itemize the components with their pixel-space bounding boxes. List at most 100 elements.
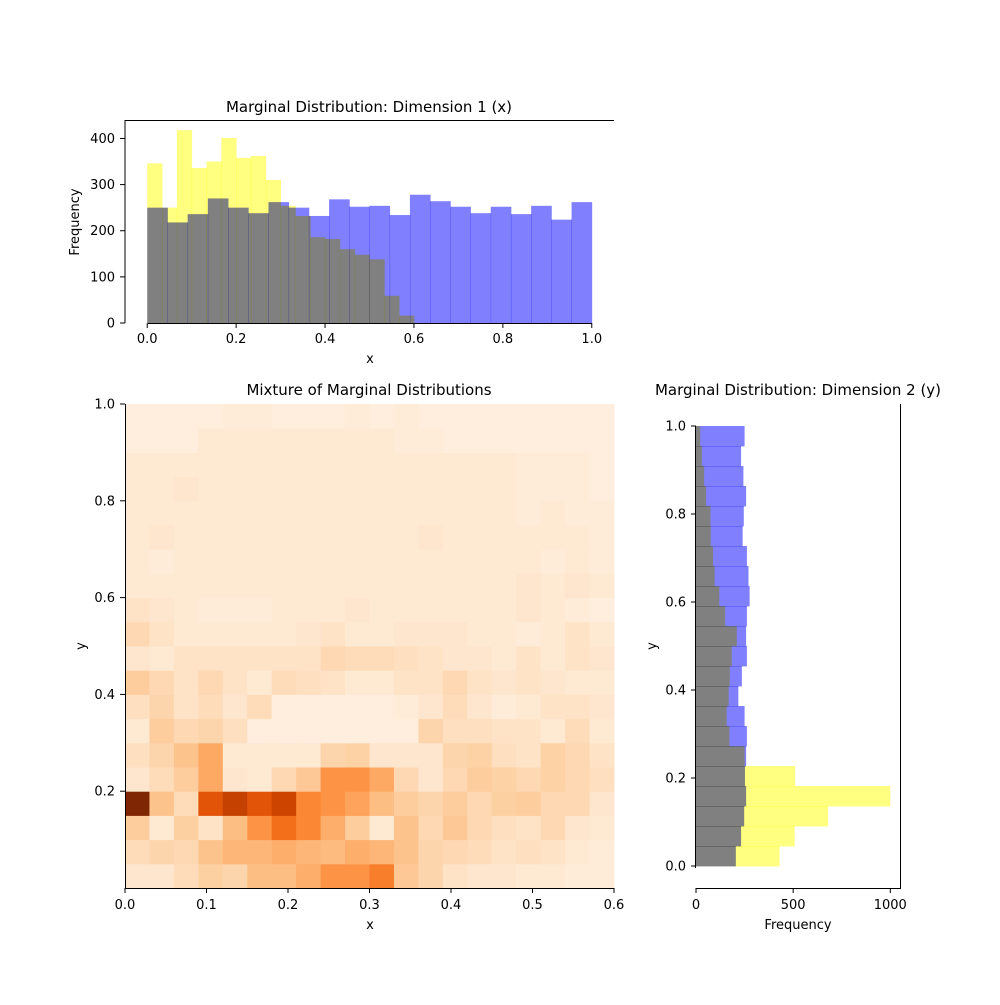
right-bar-yellow-18: [696, 486, 707, 507]
heatmap-cell: [540, 815, 566, 841]
heatmap-cell: [442, 525, 468, 550]
heatmap-cell: [589, 815, 615, 841]
main-x-axis-label: x: [366, 918, 374, 933]
heatmap-cell: [589, 791, 615, 816]
heatmap-cell: [369, 670, 395, 695]
right-bar-yellow-9: [696, 666, 730, 687]
heatmap-cell: [565, 597, 591, 623]
heatmap-cell: [369, 646, 395, 671]
heatmap-cell: [442, 452, 468, 478]
heatmap-cell: [491, 815, 517, 841]
heatmap-cell: [173, 525, 199, 550]
top-histogram-panel: Marginal Distribution: Dimension 1 (x) 0…: [68, 98, 614, 367]
heatmap-cell: [125, 476, 150, 502]
heatmap-cell: [565, 476, 591, 502]
heatmap-cell: [198, 549, 224, 574]
heatmap-cell: [418, 767, 444, 792]
heatmap-cell: [589, 404, 615, 429]
heatmap-cell: [491, 428, 517, 453]
heatmap-cell: [540, 549, 566, 574]
heatmap-cell: [516, 791, 542, 816]
heatmap-cell: [222, 476, 248, 502]
heatmap-cell: [173, 476, 199, 502]
heatmap-cell: [442, 404, 468, 429]
heatmap-cell: [442, 573, 468, 599]
heatmap-cell: [296, 839, 322, 865]
heatmap-cell: [345, 452, 370, 478]
heatmap-cell: [442, 839, 468, 865]
heatmap-cell: [222, 621, 248, 647]
top-chart-title: Marginal Distribution: Dimension 1 (x): [226, 98, 512, 116]
heatmap-cell: [516, 452, 542, 478]
heatmap-cell: [296, 549, 322, 574]
top-bar-yellow-12: [325, 239, 341, 323]
right-y-tick-label: 0.8: [665, 508, 686, 523]
right-y-tick-label: 0.4: [665, 684, 686, 699]
top-histogram-bars: [147, 130, 593, 323]
heatmap-cell: [345, 670, 370, 695]
heatmap-cell: [320, 500, 346, 526]
heatmap-cell: [198, 597, 224, 623]
heatmap-cell: [198, 863, 224, 889]
heatmap-cell: [491, 404, 517, 429]
heatmap-cell: [198, 525, 224, 550]
heatmap-cell: [540, 476, 566, 502]
heatmap-cell: [247, 573, 273, 599]
right-bar-yellow-19: [696, 466, 705, 487]
heatmap-cell: [540, 525, 566, 550]
heatmap-cell: [271, 597, 297, 623]
heatmap-cell: [565, 452, 591, 478]
right-x-tick-label: 0: [692, 898, 700, 913]
heatmap-cell: [491, 549, 517, 574]
heatmap-cell: [467, 767, 493, 792]
heatmap-cell: [296, 500, 322, 526]
heatmap-cell: [418, 500, 444, 526]
heatmap-cell: [491, 694, 517, 720]
right-bar-blue-20: [696, 446, 742, 467]
heatmap-cell: [418, 863, 444, 889]
top-axis-ticks: 0.0 0.2 0.4 0.6 0.8 1.0 0 100 200 300 400: [90, 132, 602, 347]
heatmap-cell: [565, 718, 591, 744]
heatmap-cell: [491, 742, 517, 768]
heatmap-cell: [491, 621, 517, 647]
heatmap-cell: [369, 718, 395, 744]
main-chart-title: Mixture of Marginal Distributions: [246, 381, 491, 399]
heatmap-cell: [173, 646, 199, 671]
heatmap-cell: [442, 476, 468, 502]
heatmap-cell: [467, 621, 493, 647]
heatmap-cell: [345, 621, 370, 647]
heatmap-cell: [589, 694, 615, 720]
heatmap-cell: [125, 839, 150, 865]
heatmap-cell: [369, 694, 395, 720]
heatmap-cell: [516, 694, 542, 720]
heatmap-cell: [467, 670, 493, 695]
heatmap-cell: [516, 597, 542, 623]
heatmap-cell: [393, 694, 419, 720]
heatmap-cell: [222, 863, 248, 889]
heatmap-cell: [271, 791, 297, 816]
heatmap-cell: [516, 646, 542, 671]
heatmap-cell: [589, 597, 615, 623]
heatmap-cell: [540, 863, 566, 889]
heatmap-cell: [125, 815, 150, 841]
top-bar-blue-14: [430, 201, 451, 323]
heatmap-cell: [271, 694, 297, 720]
heatmap-cell: [589, 476, 615, 502]
heatmap-cell: [149, 597, 175, 623]
heatmap-cell: [540, 670, 566, 695]
heatmap-cell: [467, 476, 493, 502]
heatmap-cell: [198, 694, 224, 720]
heatmap-cell: [589, 525, 615, 550]
heatmap-cell: [565, 839, 591, 865]
heatmap-cell: [198, 718, 224, 744]
heatmap-cell: [247, 694, 273, 720]
main-y-tick-label: 0.6: [94, 591, 115, 606]
heatmap-cell: [247, 742, 273, 768]
heatmap-cell: [222, 791, 248, 816]
heatmap-cell: [198, 452, 224, 478]
heatmap-cell: [198, 500, 224, 526]
heatmap-cell: [467, 863, 493, 889]
heatmap-cell: [320, 404, 346, 429]
heatmap-cell: [467, 839, 493, 865]
heatmap-cell: [247, 500, 273, 526]
